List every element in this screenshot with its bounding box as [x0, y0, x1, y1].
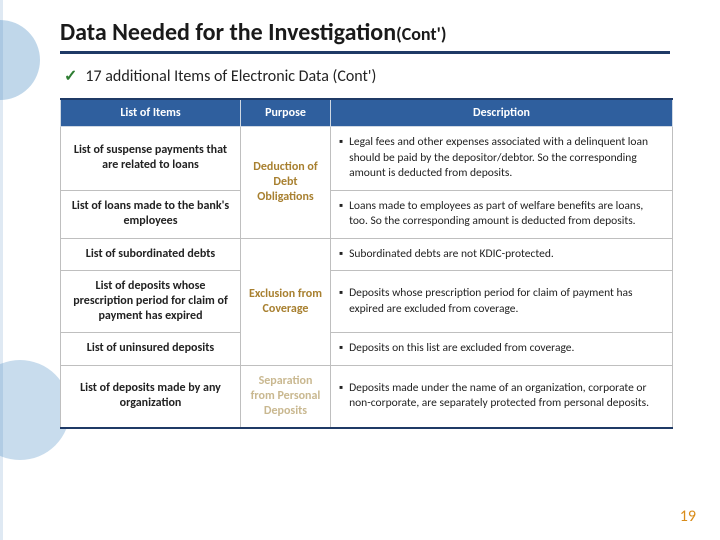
- data-table: List of Items Purpose Description List o…: [60, 98, 673, 429]
- desc-text: Legal fees and other expenses associated…: [349, 135, 664, 182]
- page-title: Data Needed for the Investigation: [60, 18, 396, 47]
- desc-text: Deposits made under the name of an organ…: [349, 381, 664, 412]
- bullet-icon: ▪: [339, 135, 343, 182]
- cell-item: List of deposits whose prescription peri…: [61, 271, 241, 333]
- cell-desc: ▪Deposits made under the name of an orga…: [331, 365, 673, 428]
- subtitle-line: ✓ 17 additional Items of Electronic Data…: [64, 66, 684, 86]
- desc-text: Deposits whose prescription period for c…: [349, 286, 664, 317]
- table-row: List of uninsured deposits ▪ Deposits on …: [61, 333, 673, 366]
- title-block: Data Needed for the Investigation(Cont'): [60, 18, 684, 54]
- cell-item: List of deposits made by any organizatio…: [61, 365, 241, 428]
- cell-desc: ▪Loans made to employees as part of welf…: [331, 190, 673, 238]
- table-row: List of subordinated debts Exclusion fro…: [61, 238, 673, 271]
- page-title-suffix: (Cont'): [396, 23, 446, 45]
- title-underline: [60, 51, 670, 54]
- table-row: List of deposits whose prescription peri…: [61, 271, 673, 333]
- bullet-icon: ▪: [339, 341, 343, 357]
- cell-purpose-separation: Separation from Personal Deposits: [241, 365, 331, 428]
- slide-content: Data Needed for the Investigation(Cont')…: [0, 0, 720, 429]
- bullet-icon: ▪: [339, 381, 343, 412]
- cell-item: List of uninsured deposits: [61, 333, 241, 366]
- cell-item: List of loans made to the bank's employe…: [61, 190, 241, 238]
- cell-desc: ▪ Subordinated debts are not KDIC-protect…: [331, 238, 673, 271]
- table-row: List of loans made to the bank's employe…: [61, 190, 673, 238]
- bullet-icon: ▪: [339, 286, 343, 317]
- table-row: List of deposits made by any organizatio…: [61, 365, 673, 428]
- header-description: Description: [331, 99, 673, 127]
- bullet-icon: ▪: [339, 247, 343, 263]
- page-number: 19: [680, 507, 696, 526]
- desc-text: Deposits on this list are excluded from …: [349, 341, 574, 357]
- table-header-row: List of Items Purpose Description: [61, 99, 673, 127]
- cell-purpose-deduction: Deduction of Debt Obligations: [241, 127, 331, 239]
- cell-desc: ▪ Deposits on this list are excluded from…: [331, 333, 673, 366]
- cell-desc: ▪Legal fees and other expenses associate…: [331, 127, 673, 191]
- header-items: List of Items: [61, 99, 241, 127]
- desc-text: Subordinated debts are not KDIC-protecte…: [349, 247, 554, 263]
- cell-item: List of suspense payments that are relat…: [61, 127, 241, 191]
- cell-item: List of subordinated debts: [61, 238, 241, 271]
- header-purpose: Purpose: [241, 99, 331, 127]
- desc-text: Loans made to employees as part of welfa…: [349, 199, 664, 230]
- subtitle-text: 17 additional Items of Electronic Data (…: [85, 67, 376, 86]
- table-row: List of suspense payments that are relat…: [61, 127, 673, 191]
- cell-desc: ▪Deposits whose prescription period for …: [331, 271, 673, 333]
- bullet-icon: ▪: [339, 199, 343, 230]
- cell-purpose-exclusion: Exclusion from Coverage: [241, 238, 331, 365]
- check-icon: ✓: [64, 66, 77, 86]
